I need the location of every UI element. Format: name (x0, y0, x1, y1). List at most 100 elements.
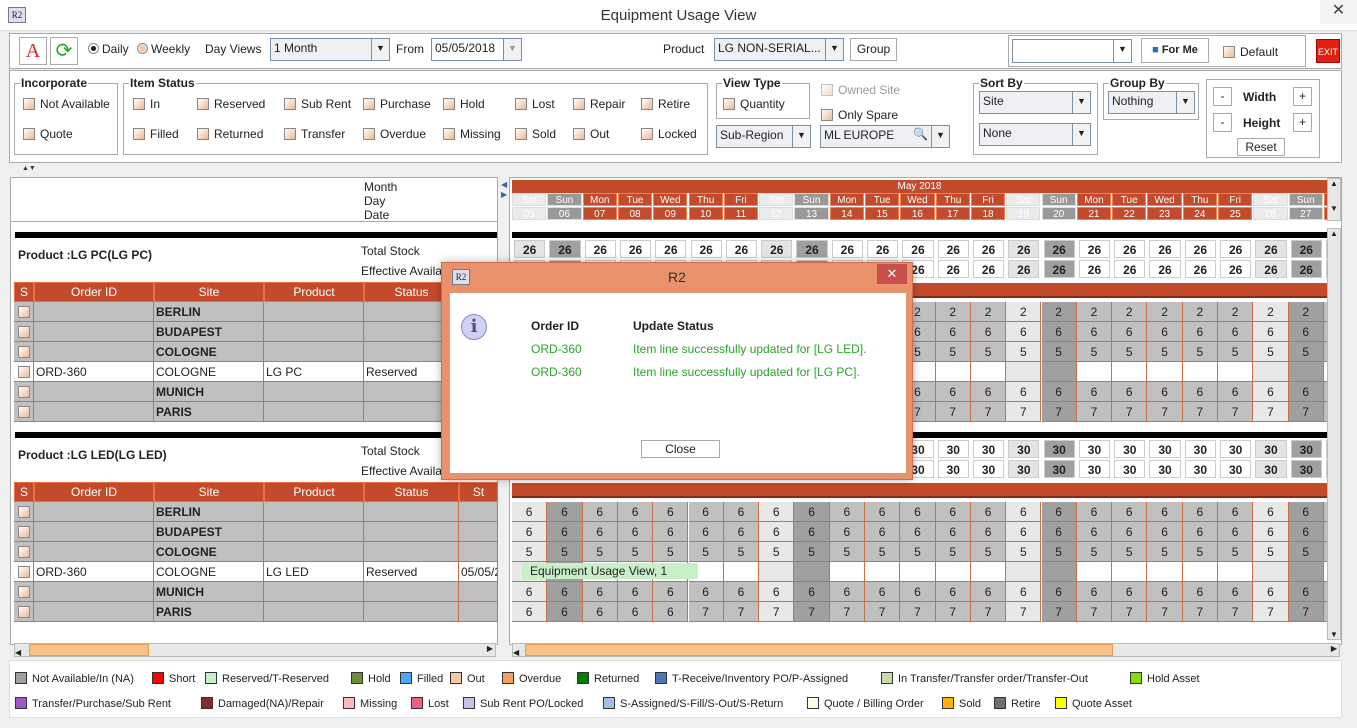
column-header-product[interactable]: Product (264, 282, 364, 302)
region-select[interactable]: Sub-Region ▼ (716, 125, 811, 148)
order-cell[interactable] (970, 562, 1007, 582)
column-header-status[interactable]: Status (364, 482, 459, 502)
order-cell[interactable] (1182, 362, 1218, 382)
table-row[interactable]: BUDAPEST (14, 522, 498, 542)
usage-cell[interactable]: 5 (1253, 342, 1289, 362)
usage-cell[interactable]: 6 (1147, 382, 1183, 402)
usage-cell[interactable]: 7 (1182, 602, 1218, 622)
right-horizontal-scrollbar[interactable]: ◀ ▶ (512, 643, 1340, 657)
order-cell[interactable] (1253, 562, 1289, 582)
usage-cell[interactable]: 5 (1041, 342, 1077, 362)
usage-cell[interactable]: 2 (1182, 302, 1218, 322)
usage-cell[interactable]: 5 (1076, 542, 1113, 562)
usage-cell[interactable]: 6 (900, 582, 936, 602)
usage-cell[interactable]: 5 (1288, 342, 1324, 362)
usage-cell[interactable]: 6 (1006, 522, 1042, 542)
from-date-input[interactable]: 05/05/2018 ▼ (431, 38, 522, 61)
row-select-checkbox[interactable] (14, 302, 34, 322)
usage-cell[interactable]: 6 (1041, 322, 1077, 342)
usage-cell[interactable]: 6 (1218, 582, 1254, 602)
usage-cell[interactable]: 6 (1182, 502, 1218, 522)
status-checkbox-missing[interactable]: Missing (443, 127, 501, 141)
scroll-thumb[interactable] (29, 644, 149, 656)
order-cell[interactable] (1006, 362, 1042, 382)
column-header-product[interactable]: Product (264, 482, 364, 502)
table-row[interactable]: COLOGNE (14, 542, 498, 562)
site-select[interactable]: ML EUROPE 🔍 ▼ (820, 125, 950, 148)
usage-cell[interactable]: 6 (1323, 382, 1327, 402)
order-cell[interactable] (1076, 362, 1113, 382)
header-scrollbar[interactable]: ▲ ▼ (1327, 178, 1341, 221)
usage-cell[interactable]: 5 (547, 542, 583, 562)
usage-cell[interactable]: 7 (1006, 602, 1042, 622)
usage-cell[interactable]: 6 (1112, 502, 1148, 522)
usage-cell[interactable]: 6 (1218, 502, 1254, 522)
usage-cell[interactable]: 6 (1147, 522, 1183, 542)
usage-cell[interactable]: 5 (970, 542, 1007, 562)
column-header-order-id[interactable]: Order ID (34, 282, 154, 302)
usage-cell[interactable]: 6 (1218, 382, 1254, 402)
table-row[interactable]: ORD-360 COLOGNE LG PC Reserved (14, 362, 498, 382)
usage-cell[interactable]: 6 (617, 522, 654, 542)
row-select-checkbox[interactable] (14, 542, 34, 562)
usage-cell[interactable]: 7 (1288, 602, 1324, 622)
usage-cell[interactable]: 6 (935, 382, 971, 402)
usage-cell[interactable]: 2 (970, 302, 1007, 322)
usage-cell[interactable]: 5 (794, 542, 830, 562)
usage-cell[interactable]: 6 (759, 582, 795, 602)
order-cell[interactable] (1006, 562, 1042, 582)
usage-cell[interactable]: 6 (900, 502, 936, 522)
usage-cell[interactable]: 6 (1112, 522, 1148, 542)
usage-cell[interactable]: 2 (1253, 302, 1289, 322)
usage-cell[interactable]: 6 (1147, 502, 1183, 522)
usage-cell[interactable]: 6 (1288, 382, 1324, 402)
usage-cell[interactable]: 5 (1323, 542, 1327, 562)
row-select-checkbox[interactable] (14, 522, 34, 542)
usage-cell[interactable]: 7 (1218, 602, 1254, 622)
not-available-checkbox[interactable]: Not Available (23, 97, 110, 111)
usage-cell[interactable]: 6 (653, 602, 689, 622)
sort-by-second-select[interactable]: None ▼ (979, 123, 1091, 146)
usage-cell[interactable]: 2 (1323, 302, 1327, 322)
daily-radio[interactable]: Daily (88, 42, 129, 56)
usage-cell[interactable]: 6 (547, 502, 583, 522)
usage-cell[interactable]: 6 (970, 582, 1007, 602)
usage-cell[interactable]: 7 (1253, 602, 1289, 622)
status-checkbox-lost[interactable]: Lost (515, 97, 555, 111)
usage-cell[interactable]: 6 (1076, 322, 1113, 342)
usage-cell[interactable]: 6 (1147, 582, 1183, 602)
usage-cell[interactable]: 6 (900, 522, 936, 542)
order-cell[interactable] (935, 362, 971, 382)
quantity-checkbox[interactable]: Quantity (723, 97, 785, 111)
usage-cell[interactable]: 6 (582, 522, 618, 542)
column-header-st[interactable]: St (459, 482, 498, 502)
quote-checkbox[interactable]: Quote (23, 127, 73, 141)
usage-cell[interactable]: 6 (653, 502, 689, 522)
usage-cell[interactable]: 6 (1076, 582, 1113, 602)
order-cell[interactable] (829, 562, 865, 582)
default-checkbox[interactable]: Default (1223, 45, 1278, 59)
table-row[interactable]: MUNICH (14, 382, 498, 402)
usage-cell[interactable]: 6 (1112, 322, 1148, 342)
row-select-checkbox[interactable] (14, 562, 34, 582)
window-close-button[interactable]: ✕ (1320, 0, 1357, 24)
status-checkbox-overdue[interactable]: Overdue (363, 127, 426, 141)
splitter-handle[interactable]: ▲▼ (22, 165, 36, 172)
order-cell[interactable] (1041, 562, 1077, 582)
usage-cell[interactable]: 7 (900, 602, 936, 622)
usage-cell[interactable]: 6 (1253, 382, 1289, 402)
order-cell[interactable] (865, 562, 901, 582)
usage-cell[interactable]: 5 (1147, 342, 1183, 362)
width-minus-button[interactable]: - (1213, 87, 1232, 106)
usage-cell[interactable]: 6 (970, 522, 1007, 542)
usage-cell[interactable]: 7 (865, 602, 901, 622)
product-select[interactable]: LG NON-SERIAL... ▼ (714, 38, 844, 61)
usage-cell[interactable]: 6 (1006, 582, 1042, 602)
usage-cell[interactable]: 5 (935, 342, 971, 362)
usage-cell[interactable]: 6 (1288, 522, 1324, 542)
usage-cell[interactable]: 6 (759, 502, 795, 522)
usage-cell[interactable]: 7 (1182, 402, 1218, 422)
usage-cell[interactable]: 5 (1182, 542, 1218, 562)
usage-cell[interactable]: 6 (1112, 582, 1148, 602)
usage-cell[interactable]: 5 (1112, 342, 1148, 362)
